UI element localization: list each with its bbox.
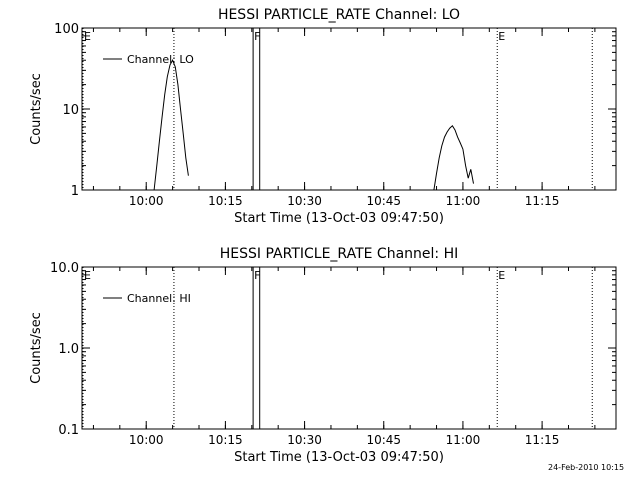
x-tick-label: 10:45 [366, 433, 401, 447]
series-line [154, 60, 476, 190]
y-axis-label: Counts/sec [29, 73, 44, 145]
x-axis-label: Start Time (13-Oct-03 09:47:50) [234, 450, 444, 465]
x-tick-label: 10:15 [208, 194, 243, 208]
x-tick-label: 11:15 [525, 194, 560, 208]
event-marker-label: E [498, 269, 505, 282]
x-tick-label: 10:00 [129, 433, 164, 447]
y-tick-label: 1 [71, 184, 79, 199]
chart-title: HESSI PARTICLE_RATE Channel: HI [220, 246, 458, 262]
chart-title: HESSI PARTICLE_RATE Channel: LO [218, 7, 460, 23]
chart-panel-2: HESSI PARTICLE_RATE Channel: HI 10:00 10:1… [29, 246, 617, 465]
x-tick-label: 10:30 [287, 433, 322, 447]
x-tick-label: 10:00 [129, 194, 164, 208]
y-tick-label: 10 [62, 103, 79, 118]
legend-label: Channel: HI [127, 292, 191, 305]
legend-label: Channel: LO [127, 53, 194, 66]
x-tick-label: 11:00 [446, 433, 481, 447]
y-tick-label: 100 [54, 22, 79, 37]
event-marker-label: E [498, 30, 505, 43]
x-tick-label: 10:15 [208, 433, 243, 447]
y-tick-label: 0.1 [58, 423, 79, 438]
y-tick-label: 1.0 [58, 342, 79, 357]
y-axis-label: Counts/sec [29, 312, 44, 384]
chart-panel-1: HESSI PARTICLE_RATE Channel: LO 10:00 10:1… [29, 7, 617, 226]
x-tick-label: 11:15 [525, 433, 560, 447]
event-marker-label: E [84, 269, 91, 282]
x-axis-label: Start Time (13-Oct-03 09:47:50) [234, 211, 444, 226]
y-tick-label: 10.0 [50, 261, 79, 276]
x-tick-label: 11:00 [446, 194, 481, 208]
event-marker-label: F [254, 269, 260, 282]
event-marker-label: F [254, 30, 260, 43]
x-tick-label: 10:45 [366, 194, 401, 208]
event-marker-label: E [84, 30, 91, 43]
footer-timestamp: 24-Feb-2010 10:15 [548, 463, 625, 472]
x-tick-label: 10:30 [287, 194, 322, 208]
